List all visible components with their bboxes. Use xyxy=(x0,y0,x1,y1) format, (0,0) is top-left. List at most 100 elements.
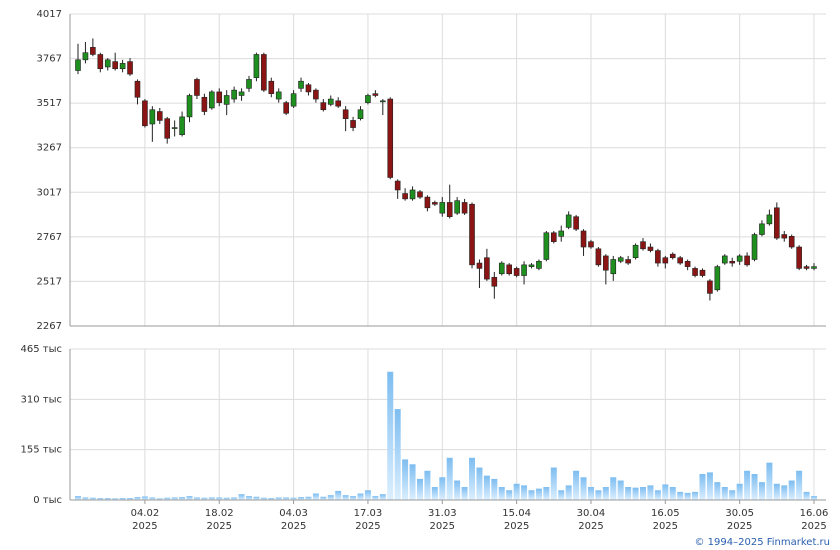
candle-body xyxy=(142,100,148,127)
candle-body xyxy=(781,234,788,239)
volume-bar xyxy=(201,497,208,500)
candle-body xyxy=(617,257,624,262)
volume-bar xyxy=(469,457,476,500)
candle-body xyxy=(736,255,743,262)
x-tick-date: 16.06 xyxy=(800,508,829,519)
volume-bar xyxy=(736,483,743,500)
volume-bar xyxy=(364,490,371,500)
candle-body xyxy=(803,266,810,269)
candle-body xyxy=(543,232,550,260)
candle-body xyxy=(350,120,356,128)
volume-bar xyxy=(751,474,758,500)
volume-bar xyxy=(335,490,342,500)
x-tick-year: 2025 xyxy=(281,521,306,532)
volume-bar xyxy=(283,497,290,500)
candle-body xyxy=(223,95,230,105)
candle-body xyxy=(655,250,661,264)
candle-body xyxy=(417,191,423,198)
volume-bar xyxy=(558,490,565,500)
candle-body xyxy=(394,180,401,191)
volume-bar xyxy=(424,470,431,500)
y-tick-label: 465 тыс xyxy=(21,344,62,355)
candle-body xyxy=(625,259,631,264)
x-tick-year: 2025 xyxy=(355,521,380,532)
candle-body xyxy=(573,216,579,230)
candle-body xyxy=(521,264,527,276)
volume-bar xyxy=(803,491,810,500)
volume-bar xyxy=(171,497,178,500)
volume-bar xyxy=(275,497,282,500)
candle-body xyxy=(335,100,342,107)
candle-body xyxy=(90,47,96,55)
volume-bar xyxy=(632,487,639,500)
candle-body xyxy=(238,91,245,96)
candle-body xyxy=(751,234,758,260)
volume-bar xyxy=(521,485,528,500)
volume-bar xyxy=(692,491,699,500)
volume-bar xyxy=(268,498,275,500)
x-tick-year: 2025 xyxy=(578,521,603,532)
candle-body xyxy=(75,59,81,71)
candle-body xyxy=(246,79,252,89)
candle-body xyxy=(179,116,185,135)
volume-bar xyxy=(342,495,349,500)
x-tick-date: 15.04 xyxy=(502,508,531,519)
candle-body xyxy=(268,80,275,94)
candle-body xyxy=(580,230,587,248)
volume-bar xyxy=(766,462,773,500)
volume-bar xyxy=(699,474,706,500)
x-tick-label: 31.03 2025 xyxy=(428,508,457,532)
candle-body xyxy=(320,102,327,111)
candle-body xyxy=(558,230,565,237)
candle-body xyxy=(565,214,572,228)
volume-bar xyxy=(372,496,379,500)
volume-bar xyxy=(320,496,327,500)
candle-body xyxy=(194,79,200,96)
volume-bar xyxy=(796,470,803,500)
volume-bar xyxy=(506,490,513,500)
volume-bar xyxy=(573,470,580,500)
volume-bar xyxy=(75,496,81,500)
volume-bar xyxy=(580,477,587,500)
candle-body xyxy=(380,100,386,103)
volume-bar xyxy=(134,497,141,500)
candle-body xyxy=(550,232,557,242)
volume-bar xyxy=(208,497,215,500)
candle-body xyxy=(186,95,193,118)
y-tick-label: 3517 xyxy=(37,98,62,109)
volume-bar xyxy=(654,490,661,500)
candle-body xyxy=(729,260,736,264)
candle-body xyxy=(104,59,111,68)
candle-body xyxy=(201,96,208,112)
volume-bar xyxy=(127,498,134,500)
volume-bar xyxy=(513,483,520,500)
candle-body xyxy=(424,196,431,209)
x-tick-year: 2025 xyxy=(430,521,455,532)
volume-bar xyxy=(298,497,305,500)
candle-body xyxy=(439,202,446,214)
volume-bar xyxy=(781,485,788,500)
x-tick-year: 2025 xyxy=(504,521,529,532)
volume-bar xyxy=(625,487,632,500)
candle-body xyxy=(491,277,498,287)
volume-bar xyxy=(587,487,594,500)
volume-bar xyxy=(416,478,423,500)
candle-body xyxy=(759,223,765,235)
candle-body xyxy=(640,241,646,250)
volume-bar xyxy=(439,477,446,500)
candle-body xyxy=(82,52,89,61)
candle-body xyxy=(402,193,408,200)
candle-body xyxy=(632,244,639,259)
candle-body xyxy=(298,80,304,89)
candle-body xyxy=(112,61,118,70)
candle-body xyxy=(387,98,394,178)
x-tick-date: 31.03 xyxy=(428,508,457,519)
volume-bar xyxy=(260,497,267,500)
volume-bar xyxy=(179,497,186,500)
x-tick-year: 2025 xyxy=(653,521,678,532)
volume-bar xyxy=(350,496,357,500)
volume-bar xyxy=(669,487,676,500)
candle-body xyxy=(290,93,297,107)
y-tick-label: 155 тыс xyxy=(21,445,62,456)
